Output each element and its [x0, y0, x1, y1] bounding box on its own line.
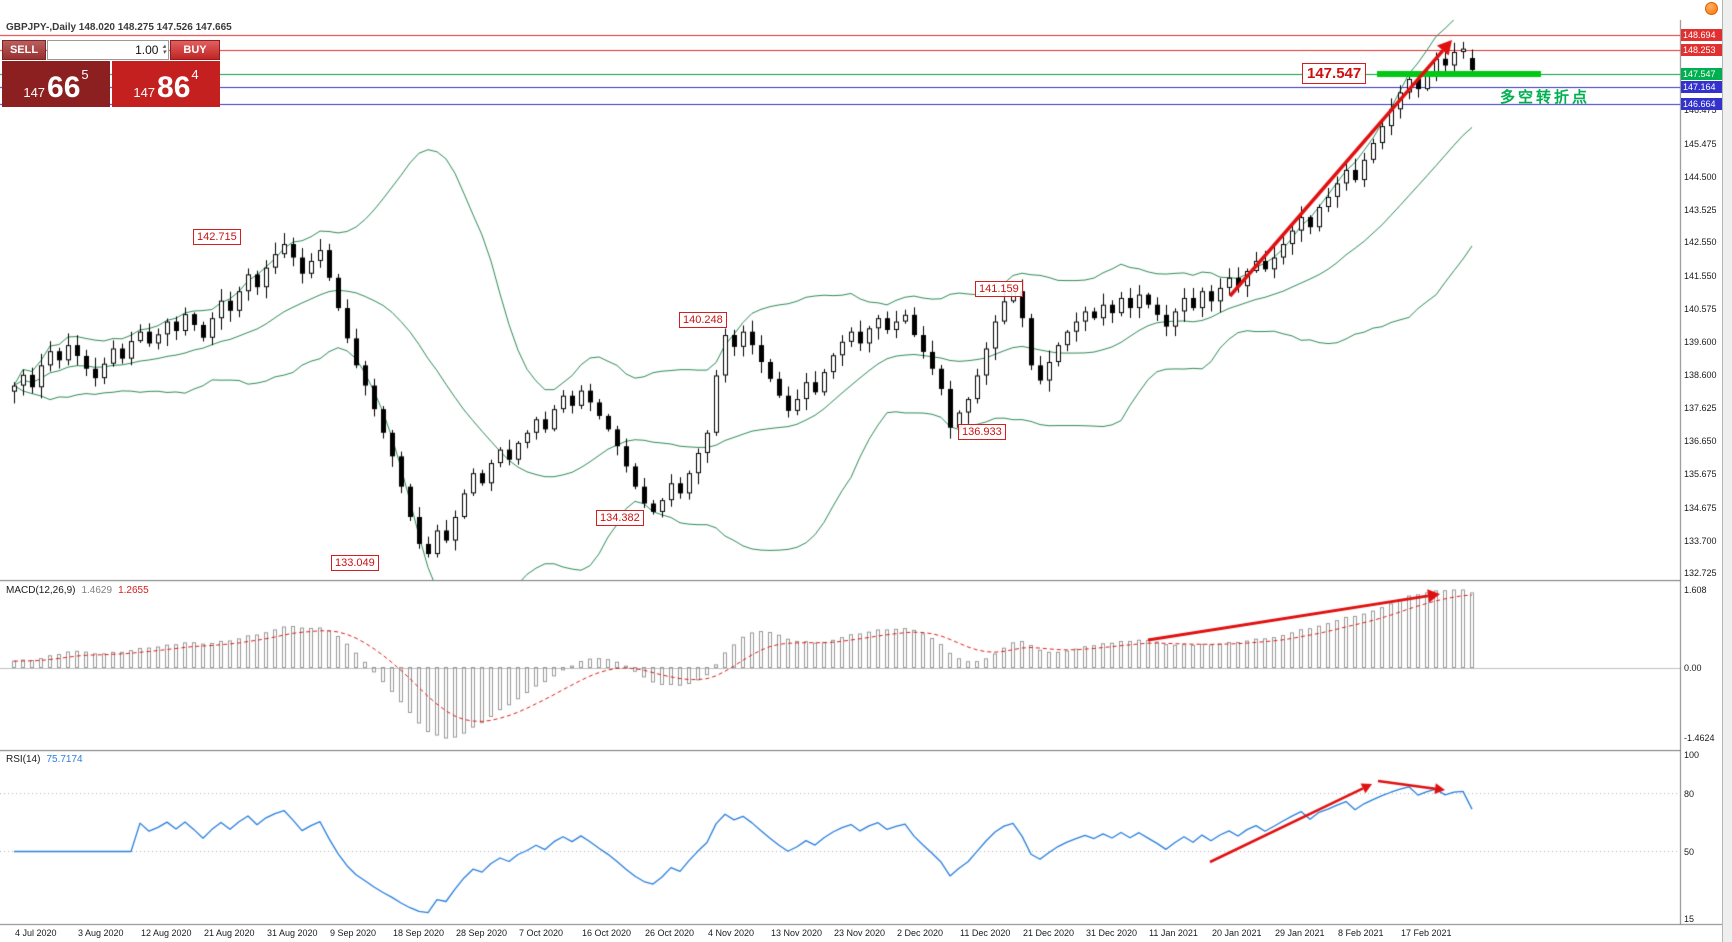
ask-big-digits: 86 [157, 71, 191, 104]
time-axis-label: 26 Oct 2020 [645, 928, 695, 938]
time-axis-label: 11 Jan 2021 [1149, 928, 1198, 938]
vertical-scrollbar[interactable] [1722, 0, 1732, 942]
rsi-axis-label: 15 [1684, 914, 1695, 925]
macd-axis-label: -1.4624 [1684, 733, 1715, 743]
price-level-tag: 147.547 [1681, 68, 1727, 80]
time-axis-label: 8 Feb 2021 [1338, 928, 1384, 938]
price-axis-label: 133.700 [1684, 535, 1717, 546]
price-axis-label: 146.475 [1684, 105, 1717, 116]
macd-header: MACD(12,26,9) 1.4629 1.2655 [6, 585, 149, 596]
rsi-axis-label: 50 [1684, 846, 1695, 857]
price-axis-label: 141.550 [1684, 271, 1717, 282]
price-level-tag: 147.164 [1681, 80, 1727, 93]
time-axis-label: 3 Aug 2020 [78, 928, 124, 938]
price-axis-label: 145.475 [1684, 138, 1717, 149]
time-axis-label: 12 Aug 2020 [141, 928, 192, 938]
bid-big-digits: 66 [47, 71, 81, 104]
price-axis[interactable]: 146.475 145.475 144.500 143.525 142.550 141.5… [1680, 20, 1727, 924]
price-level-tag: 148.253 [1681, 44, 1727, 57]
price-annotation[interactable]: 133.049 [331, 554, 379, 571]
rsi-axis-label: 100 [1684, 750, 1700, 760]
price-level-tag: 146.664 [1681, 97, 1727, 110]
time-axis-label: 9 Sep 2020 [330, 928, 377, 938]
one-click-trade-panel: SELL 1.00 ▴ ▾ BUY 147 66 5 147 86 4 [2, 40, 220, 108]
time-axis-label: 29 Jan 2021 [1275, 928, 1325, 938]
time-axis-label: 7 Oct 2020 [519, 928, 564, 938]
price-axis-label: 139.600 [1684, 336, 1717, 347]
macd-axis-label: 1.608 [1684, 585, 1707, 595]
macd-axis-label: 0.00 [1684, 662, 1702, 673]
volume-value: 1.00 [135, 43, 159, 57]
price-annotation[interactable]: 140.248 [679, 311, 727, 328]
price-axis-label: 143.525 [1684, 204, 1717, 215]
time-axis-label: 20 Jan 2021 [1212, 928, 1262, 938]
notification-badge-icon[interactable] [1705, 2, 1718, 15]
rsi-axis-label: 80 [1684, 788, 1695, 799]
price-annotation[interactable]: 142.715 [193, 228, 241, 245]
time-axis-label: 28 Sep 2020 [456, 928, 508, 938]
price-annotation[interactable]: 134.382 [596, 509, 644, 526]
key-level-price-label[interactable]: 147.547 [1302, 63, 1367, 84]
time-axis-label: 11 Dec 2020 [960, 928, 1011, 938]
time-axis-label: 21 Dec 2020 [1023, 928, 1075, 938]
time-axis-label: 18 Sep 2020 [393, 928, 445, 938]
price-annotation[interactable]: 141.159 [975, 281, 1023, 298]
rsi-header: RSI(14) 75.7174 [6, 754, 83, 765]
sell-price-button[interactable]: 147 66 5 [2, 61, 110, 107]
price-axis-label: 144.500 [1684, 171, 1717, 182]
time-axis-label: 23 Nov 2020 [834, 928, 886, 938]
price-axis-label: 136.650 [1684, 436, 1717, 447]
time-axis-label: 17 Feb 2021 [1401, 928, 1452, 938]
rsi-label: RSI(14) [6, 754, 41, 765]
time-axis-label: 2 Dec 2020 [897, 928, 944, 938]
sell-button[interactable]: SELL [2, 40, 46, 60]
symbol-ohlc-info: GBPJPY-,Daily 148.020 148.275 147.526 14… [6, 22, 232, 33]
macd-label: MACD(12,26,9) [6, 585, 76, 596]
price-annotation[interactable]: 136.933 [958, 423, 1006, 440]
price-axis-label: 140.575 [1684, 303, 1717, 314]
price-axis-label: 135.675 [1684, 469, 1717, 480]
trade-panel-top-row: SELL 1.00 ▴ ▾ BUY [2, 40, 220, 60]
time-axis-label: 13 Nov 2020 [771, 928, 823, 938]
price-axis-label: 134.675 [1684, 502, 1717, 513]
bid-prefix: 147 [23, 85, 46, 100]
time-axis-label: 31 Dec 2020 [1086, 928, 1138, 938]
trade-panel-price-row: 147 66 5 147 86 4 [2, 61, 220, 107]
macd-signal-value: 1.2655 [118, 585, 149, 596]
time-axis[interactable]: 4 Jul 2020 3 Aug 2020 12 Aug 2020 21 Aug 20… [0, 924, 1680, 942]
volume-input[interactable]: 1.00 ▴ ▾ [47, 40, 169, 60]
turning-point-annotation[interactable]: 多空转折点 [1500, 89, 1591, 106]
bid-pip-digit: 5 [81, 67, 89, 82]
time-axis-label: 4 Nov 2020 [708, 928, 755, 938]
price-axis-label: 142.550 [1684, 237, 1717, 248]
time-axis-label: 16 Oct 2020 [582, 928, 632, 938]
ask-pip-digit: 4 [191, 67, 199, 82]
rsi-value: 75.7174 [46, 754, 83, 765]
price-axis-label: 137.625 [1684, 403, 1717, 414]
time-axis-label: 4 Jul 2020 [15, 928, 57, 938]
buy-button[interactable]: BUY [170, 40, 220, 60]
time-axis-label: 21 Aug 2020 [204, 928, 255, 938]
macd-main-value: 1.4629 [81, 585, 113, 596]
price-axis-label: 138.600 [1684, 370, 1717, 381]
buy-price-button[interactable]: 147 86 4 [112, 61, 220, 107]
price-level-tag: 148.694 [1681, 29, 1727, 42]
time-axis-label: 31 Aug 2020 [267, 928, 318, 938]
volume-spinner[interactable]: ▴ ▾ [162, 43, 166, 56]
ask-prefix: 147 [133, 85, 156, 100]
price-axis-label: 132.725 [1684, 568, 1717, 579]
